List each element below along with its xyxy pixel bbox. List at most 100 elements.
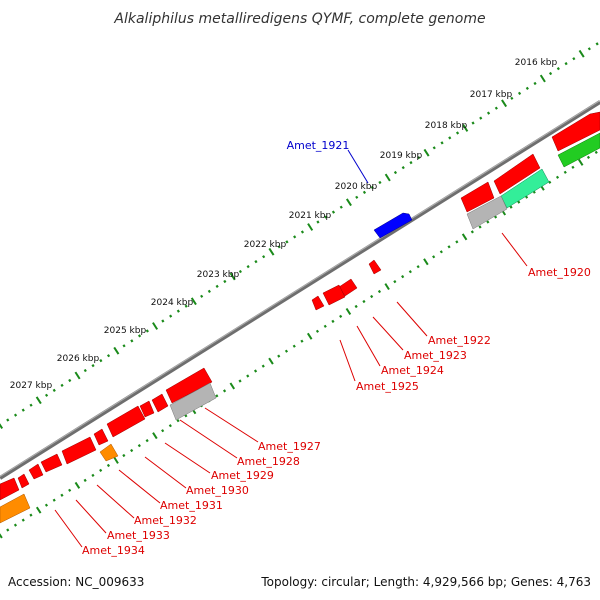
outer-ring-dot xyxy=(587,47,591,51)
gene-red-1933a[interactable] xyxy=(40,453,63,473)
gene-red-1920a[interactable] xyxy=(460,181,495,213)
outer-ring-dot xyxy=(238,269,242,274)
gene-red-1928[interactable] xyxy=(151,393,169,413)
outer-ring-dot xyxy=(432,146,436,150)
inner-ring-dot xyxy=(401,275,405,279)
outer-ring-dot xyxy=(362,190,367,194)
forward-strand-genes xyxy=(373,111,600,239)
gene-red-1932[interactable] xyxy=(61,436,97,465)
inner-ring-dot xyxy=(277,354,281,358)
leader-amet-1934 xyxy=(54,509,83,548)
accession-text: Accession: NC_009633 xyxy=(8,575,144,589)
leader-amet-1932 xyxy=(96,484,135,519)
gene-red-1929[interactable] xyxy=(139,400,155,418)
leader-amet-1921 xyxy=(347,149,369,184)
scale-label-2024: 2024 kbp xyxy=(151,298,194,308)
label-amet-1932[interactable]: Amet_1932 xyxy=(134,514,197,527)
label-amet-1921[interactable]: Amet_1921 xyxy=(287,139,350,152)
inner-ring-dot xyxy=(168,424,172,428)
outer-ring-major-tick xyxy=(190,297,197,306)
label-amet-1927[interactable]: Amet_1927 xyxy=(258,440,321,453)
scale-label-2021: 2021 kbp xyxy=(289,211,332,221)
outer-ring-dot xyxy=(393,170,398,175)
outer-ring-dot xyxy=(106,354,111,358)
gene-orange-1931[interactable] xyxy=(99,443,119,462)
inner-ring-dot xyxy=(13,523,18,527)
gene-red-top-right[interactable] xyxy=(551,111,600,152)
inner-ring-major-tick xyxy=(229,382,236,390)
gene-red-1930[interactable] xyxy=(106,405,146,438)
gene-red-1920b[interactable] xyxy=(493,153,541,195)
scale-label-2025: 2025 kbp xyxy=(104,326,147,336)
label-amet-1928[interactable]: Amet_1928 xyxy=(237,455,300,468)
outer-ring-dot xyxy=(486,111,491,115)
inner-ring-dot xyxy=(408,270,412,274)
outer-ring-dot xyxy=(246,265,250,269)
label-amet-1931[interactable]: Amet_1931 xyxy=(160,499,223,512)
outer-ring-dot xyxy=(556,67,560,71)
gene-blue-amet-1921[interactable] xyxy=(373,212,413,239)
label-amet-1933[interactable]: Amet_1933 xyxy=(107,529,170,542)
gene-red-1934a[interactable] xyxy=(17,473,30,489)
outer-ring-dot xyxy=(440,141,444,145)
scale-label-2018: 2018 kbp xyxy=(425,121,468,131)
inner-ring-dot xyxy=(6,528,10,532)
inner-ring-dot xyxy=(393,280,397,284)
inner-ring-major-tick xyxy=(152,432,158,440)
label-amet-1920[interactable]: Amet_1920 xyxy=(528,266,591,279)
inner-ring-dot xyxy=(161,429,165,433)
label-amet-1924[interactable]: Amet_1924 xyxy=(381,364,444,377)
gene-red-1925[interactable] xyxy=(311,295,325,311)
gene-grey-1920[interactable] xyxy=(466,195,508,230)
gene-teal[interactable] xyxy=(500,168,550,209)
inner-ring-major-tick xyxy=(74,481,81,489)
outer-ring-dot xyxy=(355,195,359,199)
outer-ring-dot xyxy=(564,62,568,66)
label-amet-1930[interactable]: Amet_1930 xyxy=(186,484,249,497)
outer-ring-dot xyxy=(409,161,413,165)
inner-ring-dot xyxy=(99,468,103,472)
inner-ring-dot xyxy=(586,155,591,159)
outer-ring-dot xyxy=(300,230,305,234)
gene-red-1931[interactable] xyxy=(93,428,109,446)
label-amet-1934[interactable]: Amet_1934 xyxy=(82,544,145,557)
inner-ring-dot xyxy=(222,389,227,393)
outer-ring-dot xyxy=(510,96,514,100)
leader-amet-1930 xyxy=(144,456,187,489)
inner-ring-dot xyxy=(439,250,443,254)
inner-ring-dot xyxy=(21,518,25,522)
gene-red-1934b[interactable] xyxy=(0,477,20,501)
outer-ring-dot xyxy=(331,210,336,214)
gene-green-top-right[interactable] xyxy=(557,132,600,168)
gene-red-1933b[interactable] xyxy=(28,463,44,480)
outer-scale-ring xyxy=(0,42,599,429)
outer-ring-dot xyxy=(91,364,95,368)
gene-red-1922[interactable] xyxy=(368,259,382,275)
gene-orange-1934[interactable] xyxy=(0,493,31,524)
gene-red-1924[interactable] xyxy=(322,284,346,306)
gene-red-1927[interactable] xyxy=(165,367,213,404)
outer-ring-major-tick xyxy=(423,148,430,157)
inner-ring-dot xyxy=(370,294,374,299)
label-amet-1925[interactable]: Amet_1925 xyxy=(356,380,419,393)
outer-ring-dot xyxy=(68,378,72,383)
gene-grey-1927[interactable] xyxy=(169,382,217,421)
outer-ring-major-tick xyxy=(307,223,314,231)
outer-ring-major-tick xyxy=(578,49,585,58)
inner-ring-dot xyxy=(315,329,320,333)
inner-ring-dot xyxy=(246,374,250,378)
label-amet-1923[interactable]: Amet_1923 xyxy=(404,349,467,362)
inner-ring-dot xyxy=(238,379,242,383)
outer-ring-dot xyxy=(207,289,211,293)
inner-ring-dot xyxy=(253,369,258,373)
inner-ring-dot xyxy=(145,439,149,443)
inner-ring-major-tick xyxy=(461,233,468,241)
scale-label-2023: 2023 kbp xyxy=(197,270,240,280)
inner-ring-dot xyxy=(362,299,366,304)
label-amet-1922[interactable]: Amet_1922 xyxy=(428,334,491,347)
outer-ring-major-tick xyxy=(384,173,391,182)
outer-ring-dot xyxy=(370,185,374,189)
inner-ring-dot xyxy=(60,493,64,497)
label-amet-1929[interactable]: Amet_1929 xyxy=(211,469,274,482)
inner-ring-dot xyxy=(555,175,560,179)
